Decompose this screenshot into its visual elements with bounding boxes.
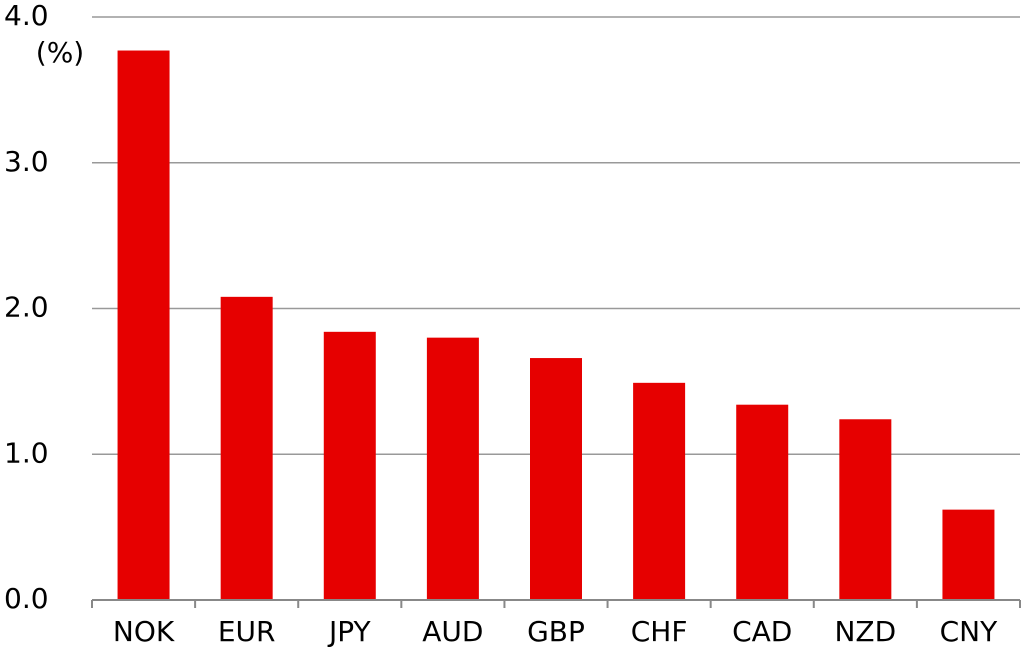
x-tick-label: NOK <box>113 615 175 648</box>
bar <box>736 404 789 600</box>
y-tick-label: 3.0 <box>4 145 49 178</box>
x-tick-label: GBP <box>527 615 585 648</box>
bar <box>117 50 170 600</box>
x-tick-label: NZD <box>834 615 896 648</box>
x-tick-label: CHF <box>631 615 688 648</box>
y-axis-label: (%) <box>36 36 84 69</box>
y-tick-label: 1.0 <box>4 436 49 469</box>
bar <box>633 382 686 600</box>
bar <box>220 296 273 600</box>
bar <box>530 358 582 600</box>
x-tick-label: AUD <box>422 615 483 648</box>
x-tick-label: JPY <box>327 615 372 648</box>
y-tick-label: 2.0 <box>4 291 49 324</box>
bar <box>839 419 892 600</box>
bar <box>323 331 376 600</box>
x-tick-label: EUR <box>218 615 276 648</box>
x-tick-label: CAD <box>732 615 792 648</box>
x-tick-label: CNY <box>940 615 998 648</box>
y-tick-label: 4.0 <box>4 0 49 32</box>
bar <box>426 337 479 600</box>
y-tick-label: 0.0 <box>4 582 49 615</box>
bar <box>942 509 995 600</box>
